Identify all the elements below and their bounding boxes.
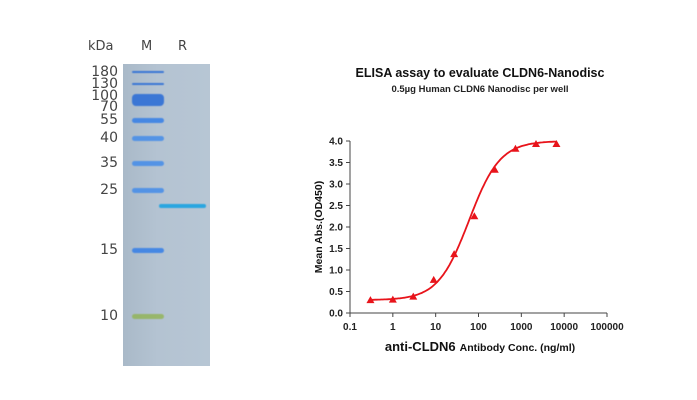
gel-image bbox=[123, 64, 210, 366]
mw-label-180: 180 bbox=[91, 64, 118, 80]
x-tick-label: 100000 bbox=[590, 322, 624, 333]
marker-band-55 bbox=[132, 117, 164, 123]
triangle-marker bbox=[429, 275, 438, 283]
x-tick-label: 100 bbox=[470, 322, 487, 333]
chart-title: ELISA assay to evaluate CLDN6-Nanodisc bbox=[356, 66, 605, 80]
x-axis-label: anti-CLDN6 Antibody Conc. (ng/ml) bbox=[385, 339, 575, 354]
y-tick-label: 1.5 bbox=[329, 244, 343, 255]
mw-label-130: 130 bbox=[91, 76, 118, 92]
y-tick-label: 2.5 bbox=[329, 201, 343, 212]
y-tick-label: 0.0 bbox=[329, 309, 343, 320]
mw-label-25: 25 bbox=[100, 182, 118, 198]
x-tick-label: 1000 bbox=[510, 322, 533, 333]
chart-subtitle: 0.5µg Human CLDN6 Nanodisc per well bbox=[391, 84, 568, 95]
triangle-marker bbox=[511, 144, 520, 152]
triangle-marker bbox=[366, 296, 375, 304]
triangle-marker bbox=[490, 165, 499, 173]
kda-label: kDa bbox=[88, 39, 114, 54]
y-axis-label: Mean Abs.(OD450) bbox=[313, 181, 325, 273]
y-tick-label: 3.0 bbox=[329, 180, 343, 191]
y-tick-label: 3.5 bbox=[329, 158, 343, 169]
triangle-marker bbox=[409, 292, 418, 300]
chart-axes: 0.0 0.5 1.0 1.5 2.0 2.5 3.0 3.5 4.0 0.1 1 10 100 1000… bbox=[329, 137, 624, 334]
lane-label-marker: M bbox=[141, 39, 153, 54]
triangle-marker bbox=[532, 140, 541, 148]
fit-curve bbox=[370, 140, 557, 301]
data-points bbox=[366, 140, 561, 304]
mw-label-100: 100 bbox=[91, 88, 118, 104]
triangle-marker bbox=[388, 295, 397, 303]
mw-label-70: 70 bbox=[100, 99, 118, 115]
mw-label-40: 40 bbox=[100, 130, 118, 146]
x-axis-label-rest: Antibody Conc. (ng/ml) bbox=[460, 342, 576, 354]
x-tick-label: 1 bbox=[390, 322, 396, 333]
marker-band-130 bbox=[132, 83, 164, 85]
x-tick-label: 10000 bbox=[550, 322, 578, 333]
y-tick-label: 0.5 bbox=[329, 287, 343, 298]
mw-label-35: 35 bbox=[100, 155, 118, 171]
triangle-marker bbox=[450, 250, 459, 258]
triangle-marker bbox=[552, 140, 561, 148]
y-tick-label: 4.0 bbox=[329, 137, 343, 148]
marker-band-25 bbox=[132, 187, 164, 193]
marker-band-15 bbox=[132, 247, 164, 253]
marker-band-35 bbox=[132, 160, 164, 166]
mw-label-15: 15 bbox=[100, 242, 118, 258]
y-tick-label: 2.0 bbox=[329, 223, 343, 234]
x-tick-label: 0.1 bbox=[343, 322, 357, 333]
lane-label-sample: R bbox=[178, 39, 188, 54]
mw-label-55: 55 bbox=[100, 112, 118, 128]
marker-band-40 bbox=[132, 135, 164, 141]
sample-band bbox=[159, 204, 206, 208]
mw-label-10: 10 bbox=[100, 308, 118, 324]
x-axis-label-main: anti-CLDN6 bbox=[385, 339, 456, 354]
marker-band-10 bbox=[132, 313, 164, 319]
y-tick-label: 1.0 bbox=[329, 266, 343, 277]
triangle-marker bbox=[470, 212, 479, 220]
marker-band-100 bbox=[132, 94, 164, 106]
x-tick-label: 10 bbox=[430, 322, 442, 333]
marker-band-180 bbox=[132, 71, 164, 73]
